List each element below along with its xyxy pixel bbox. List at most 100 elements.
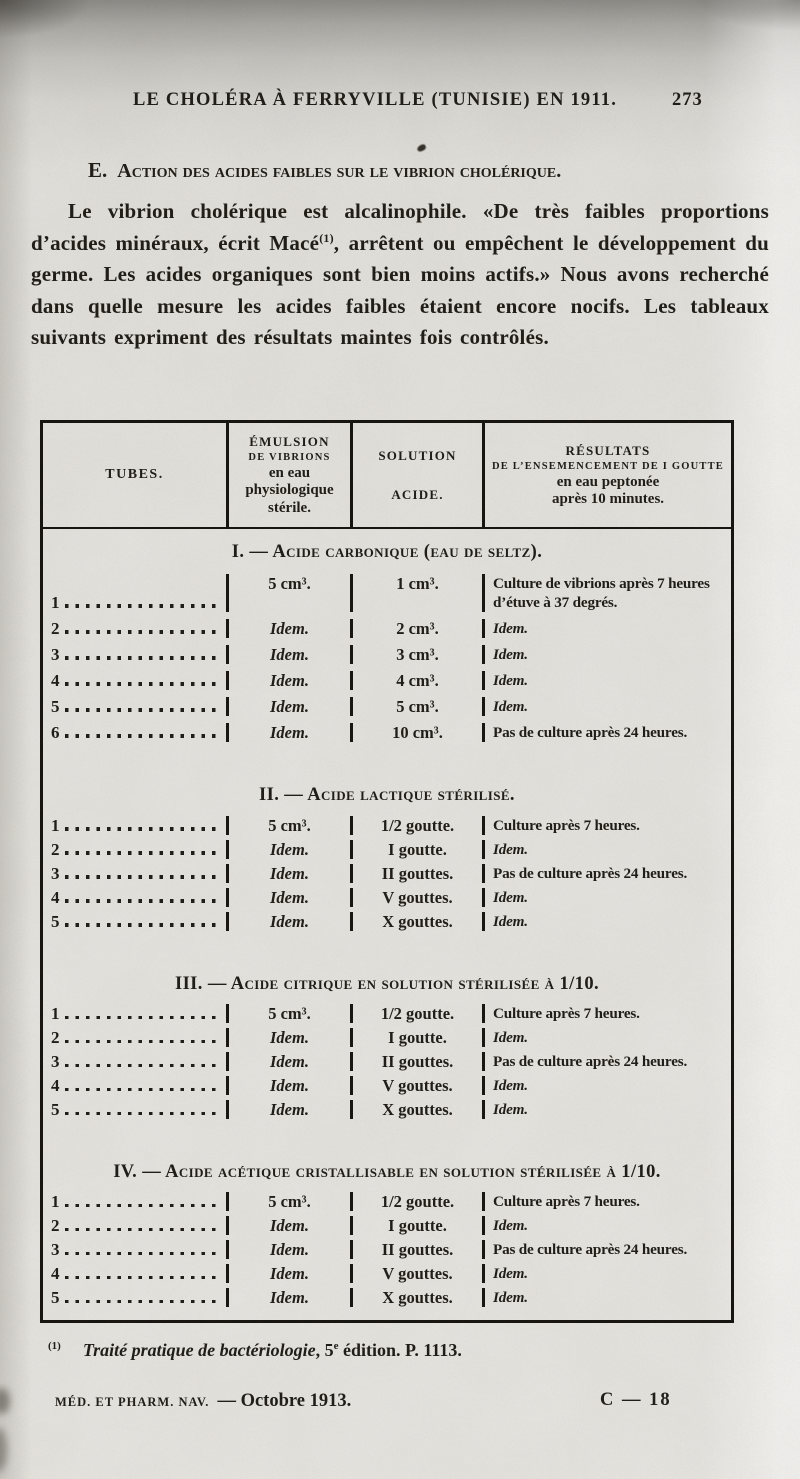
leader-dots <box>64 604 221 608</box>
table-row: 2 Idem. 2 cm³. Idem. <box>43 615 731 641</box>
column-header-solution: SOLUTION ACIDE. <box>350 423 482 527</box>
cell-emulsion: Idem. <box>226 1264 350 1284</box>
tube-number: 5 <box>51 911 60 931</box>
header-text-line: TUBES. <box>105 467 164 482</box>
table-row: 2 Idem. I goutte. Idem. <box>43 1214 731 1238</box>
tube-number: 3 <box>51 1240 60 1260</box>
cell-result: Idem. <box>482 1264 731 1284</box>
cell-acid-solution: I goutte. <box>350 1216 482 1236</box>
cell-emulsion: Idem. <box>226 670 350 690</box>
cell-tube-number: 2 <box>43 1216 226 1235</box>
tube-number: 1 <box>51 1192 60 1212</box>
footnote-page-ref: édition. P. 1113. <box>338 1340 462 1360</box>
cell-result: Idem. <box>482 670 731 690</box>
cell-tube-number: 2 <box>43 840 226 859</box>
note-reference: (1) <box>319 230 334 245</box>
section-letter: E. <box>88 158 108 182</box>
cell-tube-number: 2 <box>43 1028 226 1047</box>
tube-number: 3 <box>51 863 60 883</box>
cell-tube-number: 1 <box>43 1004 226 1023</box>
cell-emulsion: Idem. <box>226 1288 350 1308</box>
cell-acid-solution: V gouttes. <box>350 1076 482 1096</box>
cell-result: Idem. <box>482 1100 731 1120</box>
column-header-emulsion: ÉMULSION DE VIBRIONS en eau physiologiqu… <box>226 423 350 527</box>
cell-emulsion: 5 cm³. <box>226 815 350 835</box>
table-row: 3 Idem. II gouttes. Pas de culture après… <box>43 1050 731 1074</box>
table-row: 5 Idem. X gouttes. Idem. <box>43 909 731 933</box>
column-header-tubes: TUBES. <box>43 423 226 527</box>
table-row: 2 Idem. I goutte. Idem. <box>43 837 731 861</box>
tube-number: 5 <box>51 1288 60 1308</box>
header-text-line: ACIDE. <box>391 487 444 502</box>
cell-result: Idem. <box>482 911 731 931</box>
cell-result: Culture de vibrions après 7 heures d’étu… <box>482 573 731 612</box>
cell-emulsion: 5 cm³. <box>226 1004 350 1024</box>
section-heading: IV. — Acide acétique cristallisable en s… <box>113 1161 661 1182</box>
cell-tube-number: 1 <box>43 816 226 835</box>
leader-dots <box>64 899 221 903</box>
table-row: 1 5 cm³. 1/2 goutte. Culture après 7 heu… <box>43 1190 731 1214</box>
table-row: 5 Idem. 5 cm³. Idem. <box>43 693 731 719</box>
cell-result: Idem. <box>482 644 731 664</box>
table-section: IV. — Acide acétique cristallisable en s… <box>43 1153 731 1310</box>
table-section: I. — Acide carbonique (eau de seltz). 1 … <box>43 533 731 745</box>
cell-result: Idem. <box>482 1288 731 1308</box>
table-row: 6 Idem. 10 cm³. Pas de culture après 24 … <box>43 719 731 745</box>
tube-number: 2 <box>51 1028 60 1048</box>
cell-result: Idem. <box>482 839 731 859</box>
leader-dots <box>64 1251 221 1256</box>
cell-acid-solution: II gouttes. <box>350 863 482 883</box>
section-rows: 1 5 cm³. 1/2 goutte. Culture après 7 heu… <box>43 813 731 933</box>
cell-tube-number: 3 <box>43 864 226 883</box>
cell-acid-solution: I goutte. <box>350 1028 482 1048</box>
leader-dots <box>64 1299 221 1304</box>
cell-tube-number: 2 <box>43 619 226 638</box>
section-title: Action des acides faibles sur le vibrion… <box>117 160 562 182</box>
header-text-line: ÉMULSION <box>249 433 330 449</box>
header-text-line: en eau peptonée <box>556 473 660 490</box>
leader-dots <box>64 682 221 686</box>
leader-dots <box>64 923 221 927</box>
leader-dots <box>64 1227 221 1232</box>
leader-dots <box>64 1063 221 1068</box>
cell-acid-solution: X gouttes. <box>350 1288 482 1308</box>
tube-number: 4 <box>51 1264 60 1284</box>
footnote-marker: (1) <box>48 1340 61 1352</box>
section-e-heading: E. Action des acides faibles sur le vibri… <box>88 158 561 183</box>
table-row: 3 Idem. 3 cm³. Idem. <box>43 641 731 667</box>
cell-emulsion: Idem. <box>226 1216 350 1236</box>
footnote-edition: , 5 <box>315 1340 334 1360</box>
cell-tube-number: 1 <box>43 1192 226 1211</box>
cell-emulsion: Idem. <box>226 839 350 859</box>
cell-tube-number: 6 <box>43 723 226 742</box>
header-text-line: RÉSULTATS <box>565 442 651 458</box>
table-row: 1 5 cm³. 1/2 goutte. Culture après 7 heu… <box>43 813 731 837</box>
cell-acid-solution: II gouttes. <box>350 1240 482 1260</box>
ink-speck <box>416 143 427 153</box>
cell-result: Pas de culture après 24 heures. <box>482 1240 731 1260</box>
cell-result: Idem. <box>482 1028 731 1048</box>
cell-acid-solution: 1/2 goutte. <box>350 1004 482 1024</box>
footnote-book-title: Traité pratique de bactériologie <box>82 1340 316 1360</box>
tube-number: 3 <box>51 1052 60 1072</box>
cell-result: Pas de culture après 24 heures. <box>482 722 731 742</box>
leader-dots <box>64 630 221 634</box>
tube-number: 2 <box>51 618 60 638</box>
table-row: 4 Idem. V gouttes. Idem. <box>43 885 731 909</box>
cell-acid-solution: V gouttes. <box>350 1264 482 1284</box>
cell-acid-solution: 3 cm³. <box>350 644 482 664</box>
tube-number: 6 <box>51 722 60 742</box>
section-heading: II. — Acide lactique stérilisé. <box>259 785 515 806</box>
page-number: 273 <box>672 90 703 110</box>
footer: MÉD. ET PHARM. NAV. — Octobre 1913. <box>55 1391 351 1412</box>
leader-dots <box>64 1015 221 1020</box>
tube-number: 5 <box>51 1100 60 1120</box>
results-table: TUBES. ÉMULSION DE VIBRIONS en eau physi… <box>40 420 734 1323</box>
cell-acid-solution: X gouttes. <box>350 1100 482 1120</box>
leader-dots <box>64 827 221 831</box>
cell-acid-solution: X gouttes. <box>350 911 482 931</box>
cell-acid-solution: 2 cm³. <box>350 618 482 638</box>
leader-dots <box>64 734 221 738</box>
tube-number: 2 <box>51 839 60 859</box>
